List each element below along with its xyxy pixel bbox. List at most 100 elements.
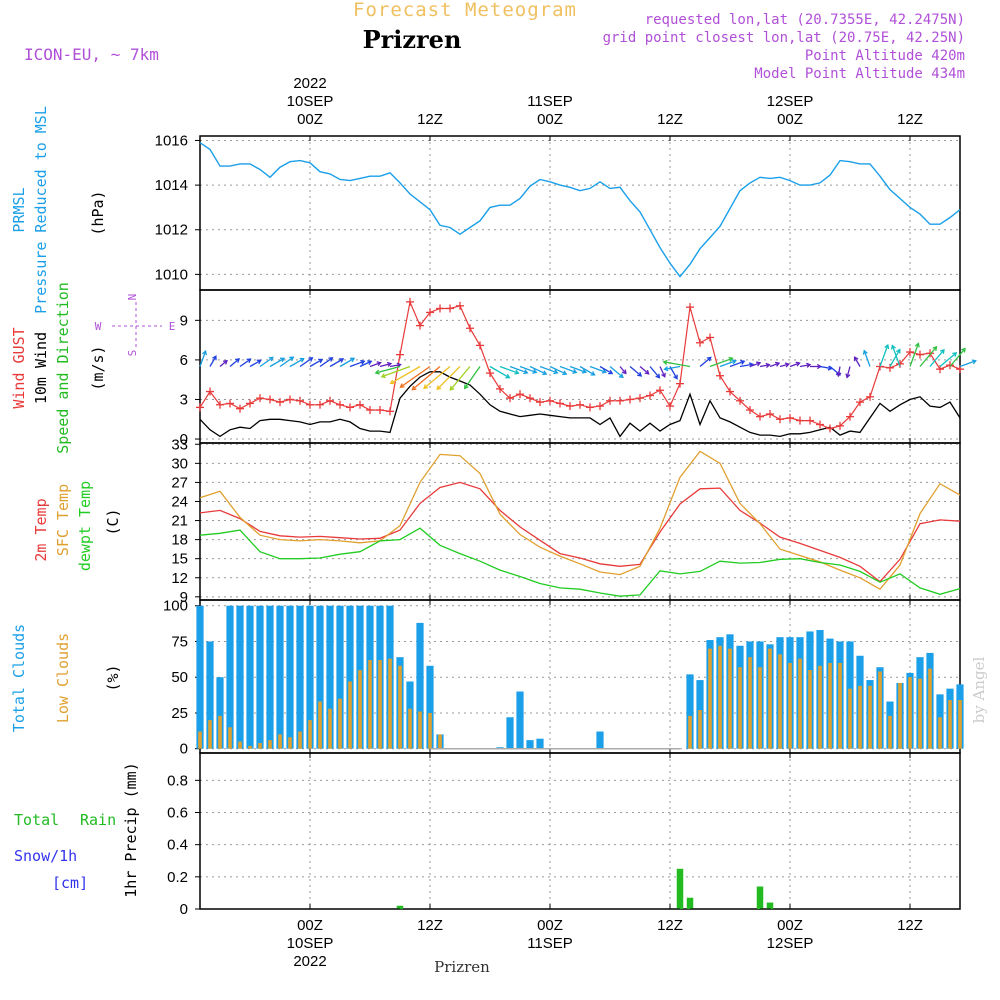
- low-cloud-bar: [228, 727, 232, 749]
- wind-direction-arrowhead: [514, 369, 520, 375]
- total-cloud-bar: [316, 605, 324, 749]
- total-cloud-bar: [236, 605, 244, 749]
- low-cloud-bar: [948, 700, 952, 749]
- wind-direction-arrow: [929, 349, 945, 367]
- wind-direction-arrowhead: [212, 355, 217, 361]
- y-tick-label: 0: [180, 431, 188, 448]
- wind-speed-line: [199, 371, 961, 438]
- wind-direction-arrowhead: [621, 369, 627, 375]
- point-altitude: Point Altitude 420m: [805, 48, 965, 64]
- wind-direction-arrow: [349, 360, 365, 368]
- wind-direction-arrow: [599, 365, 613, 375]
- bottom-axis-label: 10SEP: [287, 935, 334, 952]
- y-tick-label: 12: [171, 570, 188, 587]
- wind-direction-arrowhead: [268, 356, 274, 362]
- snow-label: Snow/1h: [14, 847, 77, 865]
- wind-direction-arrowhead: [299, 357, 305, 363]
- low-cloud-bar: [338, 698, 342, 749]
- low-cloud-bar: [748, 657, 752, 749]
- wind-direction-arrowhead: [756, 361, 762, 367]
- low-cloud-bar: [308, 720, 312, 749]
- y-tick-label: 27: [171, 474, 188, 491]
- low-cloud-bar: [318, 701, 322, 749]
- total-cloud-bar: [506, 717, 514, 749]
- wind10m-label: 10m Wind: [32, 332, 50, 404]
- compass-rose: N S W E: [95, 294, 176, 357]
- low-cloud-bar: [708, 648, 712, 749]
- rain-label: Rain: [80, 811, 116, 829]
- low-cloud-bar: [328, 708, 332, 749]
- wind-direction-arrowhead: [795, 361, 801, 367]
- low-cloud-bar: [938, 717, 942, 749]
- wind-direction-arrow: [299, 357, 313, 368]
- sfc-temp-label: SFC Temp: [54, 484, 72, 556]
- wind-direction-arrowhead: [463, 384, 469, 390]
- wind-direction-arrowhead: [914, 342, 920, 348]
- wind-direction-arrowhead: [449, 385, 455, 391]
- wind-direction-arrow: [436, 366, 461, 390]
- top-axis-label: 10SEP: [287, 93, 334, 110]
- low-cloud-bar: [298, 731, 302, 749]
- wind-direction-arrow: [863, 350, 871, 367]
- wind-direction-arrowhead: [775, 361, 781, 367]
- y-tick-label: 0: [180, 741, 188, 758]
- wind-direction-arrow: [389, 363, 401, 368]
- wind-direction-arrowhead: [411, 385, 417, 391]
- wind-direction-arrowhead: [280, 357, 286, 363]
- top-axis-label: 11SEP: [527, 93, 573, 110]
- low-cloud-bar: [408, 708, 412, 749]
- bottom-axis-label: 12Z: [897, 917, 923, 934]
- low-cloud-bar: [858, 685, 862, 749]
- low-cloud-bar: [908, 677, 912, 749]
- total-cloud-bar: [306, 605, 314, 749]
- wind-direction-arrow: [199, 351, 207, 367]
- low-clouds-label: Low Clouds: [54, 633, 72, 723]
- wind-direction-arrow: [879, 344, 889, 367]
- wind-direction-arrowhead: [542, 370, 548, 376]
- total-cloud-bar: [686, 674, 694, 749]
- wind-direction-arrow: [239, 358, 251, 368]
- wind-direction-arrow: [919, 346, 937, 367]
- footer-location: Prizren: [434, 958, 490, 976]
- wind-direction-arrow: [891, 345, 901, 367]
- wind-direction-arrowhead: [618, 373, 624, 379]
- prmsl-line: [199, 142, 961, 278]
- wind-direction-arrowhead: [661, 372, 666, 378]
- wind-direction-arrow: [739, 363, 753, 368]
- wind-direction-arrow: [375, 365, 401, 374]
- wind-direction-arrowhead: [374, 369, 380, 375]
- y-tick-label: 0.2: [167, 869, 188, 886]
- low-cloud-bar: [848, 688, 852, 749]
- hpa-unit-label: (hPa): [89, 190, 107, 235]
- wind-direction-arrow: [309, 358, 323, 368]
- wind-direction-arrow: [769, 362, 780, 368]
- wind-direction-arrowhead: [256, 359, 262, 365]
- bottom-axis-label: 11SEP: [527, 935, 573, 952]
- wind-direction-arrow: [799, 364, 811, 368]
- temp-2m-line: [199, 481, 961, 583]
- low-cloud-bar: [888, 715, 892, 749]
- rain-bar: [676, 868, 684, 909]
- total-cloud-bar: [196, 605, 204, 749]
- wind-direction-arrow: [569, 365, 587, 373]
- wind-direction-arrowhead: [562, 370, 568, 376]
- low-cloud-bar: [878, 671, 882, 749]
- wind-direction-arrowhead: [505, 373, 511, 379]
- total-cloud-bar: [296, 605, 304, 749]
- wind-direction-arrow: [609, 366, 624, 378]
- low-cloud-bar: [698, 710, 702, 749]
- y-tick-label: 30: [171, 455, 188, 472]
- wind-direction-arrowhead: [289, 356, 295, 362]
- wind-direction-arrowhead: [553, 369, 559, 375]
- wind-direction-arrowhead: [784, 362, 791, 368]
- wind-direction-arrowhead: [655, 373, 661, 379]
- wind-direction-arrowhead: [673, 374, 678, 380]
- wind-direction-arrowhead: [246, 358, 252, 363]
- bottom-axis-label: 12Z: [417, 917, 443, 934]
- top-axis-label: 12Z: [417, 111, 443, 128]
- total-cloud-bar: [226, 605, 234, 749]
- pressure-panel: 1010 1012 1014 1016: [155, 132, 961, 291]
- wind-direction-arrow: [379, 362, 392, 368]
